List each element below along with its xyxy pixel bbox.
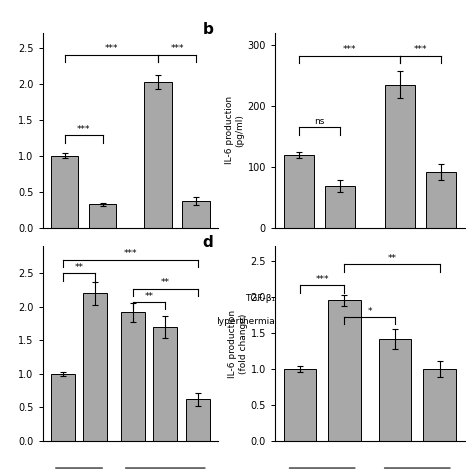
Text: *: * (367, 307, 372, 316)
Text: 42°C: 42°C (185, 293, 207, 302)
Text: ns: ns (314, 117, 324, 126)
Text: **: ** (74, 263, 83, 272)
Bar (144, 82, 172, 228)
Text: TGF-β₁: TGF-β₁ (245, 293, 275, 302)
Bar (83, 293, 108, 441)
Text: b: b (203, 21, 214, 36)
Bar (328, 301, 361, 441)
Text: ***: *** (171, 44, 184, 53)
Bar (426, 172, 456, 228)
Bar (423, 369, 456, 441)
Text: **: ** (161, 278, 170, 287)
Text: ***: *** (105, 44, 118, 53)
Text: **: ** (388, 254, 397, 263)
Text: -: - (63, 293, 66, 302)
Bar (186, 399, 210, 441)
Bar (182, 201, 210, 228)
Bar (51, 374, 75, 441)
Text: 1 n: 1 n (412, 270, 428, 280)
Text: ***: *** (315, 275, 329, 284)
Y-axis label: IL-6 production
(fold change): IL-6 production (fold change) (228, 310, 247, 378)
Text: 1 ng/ml: 1 ng/ml (159, 270, 196, 280)
Text: -: - (398, 317, 401, 326)
Text: 0: 0 (81, 270, 87, 280)
Bar (120, 312, 145, 441)
Text: -: - (156, 293, 160, 302)
Text: 42: 42 (334, 317, 345, 326)
Text: d: d (203, 235, 214, 250)
Bar (89, 204, 117, 228)
Text: ***: *** (77, 125, 90, 134)
Bar (283, 369, 316, 441)
Text: ***: *** (414, 45, 427, 54)
Bar (51, 155, 79, 228)
Bar (153, 327, 177, 441)
Y-axis label: IL-6 production
(pg/ml): IL-6 production (pg/ml) (225, 96, 245, 164)
Text: **: ** (145, 292, 154, 301)
Text: 0: 0 (316, 270, 322, 280)
Text: ***: *** (342, 45, 356, 54)
Bar (379, 338, 411, 441)
Text: 42: 42 (97, 293, 108, 302)
Bar (283, 155, 314, 228)
Text: -: - (297, 317, 300, 326)
Bar (325, 186, 355, 228)
Bar (385, 85, 415, 228)
Text: Hyperthermia: Hyperthermia (212, 317, 275, 326)
Text: ***: *** (124, 249, 137, 258)
